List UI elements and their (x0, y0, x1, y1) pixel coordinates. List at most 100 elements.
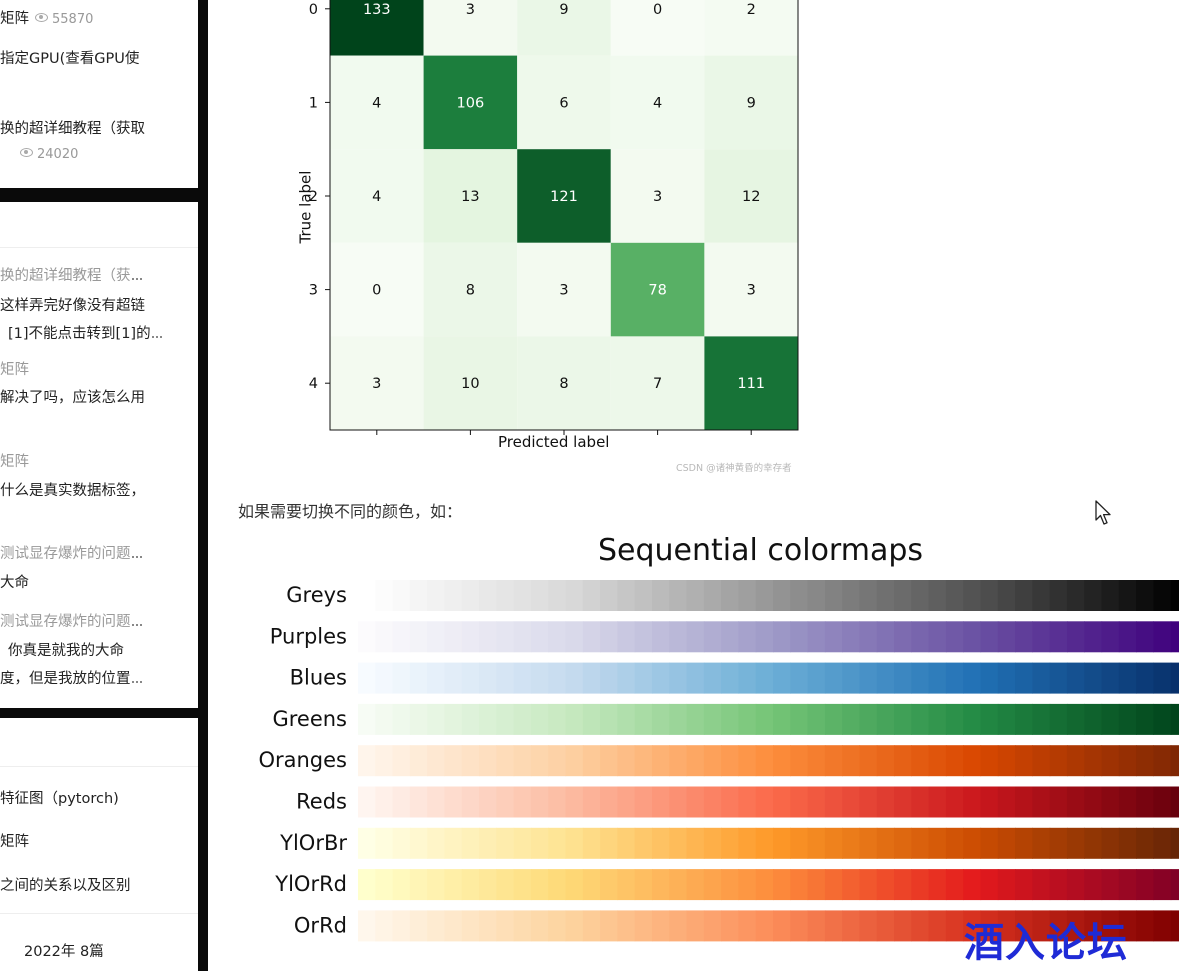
cm-cell-value: 4 (372, 189, 381, 205)
cm-cell (610, 336, 705, 430)
cm-cell-value: 78 (648, 283, 666, 299)
cm-cell (517, 149, 611, 243)
comment-article-link[interactable]: 矩阵 (0, 362, 29, 378)
colormap-label: Blues (290, 666, 347, 690)
cm-cell-value: 9 (747, 95, 756, 111)
cm-cell (610, 0, 705, 56)
colormap-bar (358, 786, 1179, 818)
cm-cell-value: 3 (466, 2, 475, 18)
forum-logo: 酒入论坛 (964, 920, 1128, 966)
cm-cell (330, 55, 424, 150)
cm-cell-value: 111 (737, 376, 765, 392)
colormap-bar (358, 745, 1179, 777)
comment-text: 什么是真实数据标签， (0, 483, 145, 499)
cm-cell (423, 336, 518, 430)
comment-text: 解决了吗，应该怎么用 (0, 390, 145, 406)
divider (0, 766, 198, 767)
divider (0, 247, 198, 248)
eye-icon (35, 13, 48, 22)
cm-cell (610, 242, 705, 337)
confusion-matrix-plot: 133 3 9 0 24 106 6 4 94 13 121 3 120 8 3 78 33 10 8 7 111012… (309, 0, 799, 435)
article-link[interactable]: 之间的关系以及区别 (0, 878, 131, 894)
cm-cell-value: 106 (457, 95, 485, 111)
colormap-label: Greens (272, 707, 347, 731)
eye-icon (20, 148, 33, 157)
colormap-bar (358, 827, 1179, 859)
colormap-label: YlOrBr (279, 831, 347, 855)
y-tick-label: 3 (309, 283, 318, 299)
mouse-cursor-icon (1095, 500, 1113, 530)
article-link[interactable]: 特征图（pytorch) (0, 791, 119, 807)
cm-cell-value: 3 (372, 376, 381, 392)
cm-cell (423, 242, 518, 337)
cm-cell-value: 3 (559, 283, 568, 299)
cm-cell-value: 133 (363, 2, 391, 18)
article-link[interactable]: 换的超详细教程（获取 (0, 121, 145, 137)
article-link[interactable]: 矩阵 55870 (0, 11, 94, 27)
comment-text: 这样弄完好像没有超链 (0, 298, 145, 314)
csdn-watermark: CSDN @诸神黄昏的幸存者 (676, 463, 792, 474)
sidebar: 矩阵 55870 指定GPU(查看GPU使 换的超详细教程（获取 24020 换的… (0, 0, 208, 971)
paragraph-text: 如果需要切换不同的颜色，如： (238, 502, 463, 521)
archive-link[interactable]: 2022年 8篇 (24, 944, 104, 960)
y-tick-label: 0 (309, 2, 318, 18)
cm-cell (423, 0, 518, 56)
cm-cell (517, 55, 611, 150)
cm-cell-value: 8 (466, 283, 475, 299)
cm-cell (330, 149, 424, 243)
cm-cell (704, 242, 798, 337)
cm-cell-value: 4 (372, 95, 381, 111)
cm-cell-value: 4 (653, 95, 662, 111)
comment-article-link[interactable]: 测试显存爆炸的问题 (0, 610, 142, 631)
cm-cell (517, 0, 611, 56)
cm-cell (704, 149, 798, 243)
colormap-bar (358, 662, 1179, 694)
recommended-articles-card: 特征图（pytorch) 矩阵 之间的关系以及区别 2022年 8篇 (0, 718, 198, 971)
cm-cell-value: 9 (559, 2, 568, 18)
cm-cell-value: 13 (461, 189, 479, 205)
cm-cell (610, 55, 705, 150)
colormap-label: Reds (296, 790, 347, 814)
cm-cell-value: 10 (461, 376, 479, 392)
y-tick-label: 2 (309, 189, 318, 205)
cm-cell-value: 7 (653, 376, 662, 392)
cm-cell-value: 0 (653, 2, 662, 18)
article-views: 24020 (14, 146, 78, 162)
cm-cell-value: 12 (742, 189, 760, 205)
cm-cell-value: 3 (747, 283, 756, 299)
comment-article-link[interactable]: 测试显存爆炸的问题 (0, 542, 142, 563)
cm-cell-value: 0 (372, 283, 381, 299)
cm-cell (423, 55, 518, 150)
colormap-label: Oranges (258, 748, 347, 772)
cm-cell-value: 6 (559, 95, 568, 111)
y-tick-label: 4 (309, 376, 318, 392)
comment-text: [1]不能点击转到[1]的 (8, 322, 162, 343)
colormap-label: OrRd (294, 913, 347, 937)
article-link[interactable]: 矩阵 (0, 834, 29, 850)
recent-comments-card: 换的超详细教程（获 这样弄完好像没有超链 [1]不能点击转到[1]的 矩阵 解决… (0, 202, 198, 708)
colormap-bar (358, 621, 1179, 653)
cm-cell (704, 336, 798, 430)
colormaps-figure: Greys Purples Blues Greens Oranges Reds YlOrBr… (258, 580, 1179, 942)
cm-cell (704, 0, 798, 56)
cm-cell (610, 149, 705, 243)
cm-cell (517, 336, 611, 430)
cm-cell (330, 0, 424, 56)
article-link[interactable]: 指定GPU(查看GPU使 (0, 51, 140, 67)
hot-articles-card: 矩阵 55870 指定GPU(查看GPU使 换的超详细教程（获取 24020 (0, 0, 198, 188)
cm-cell-value: 8 (559, 376, 568, 392)
comment-article-link[interactable]: 换的超详细教程（获 (0, 264, 142, 285)
colormap-bar (358, 580, 1179, 611)
colormap-label: Greys (286, 583, 347, 607)
comment-text: 你真是就我的大命 (8, 643, 124, 659)
cm-cell (330, 336, 424, 430)
colormap-bar (358, 703, 1179, 735)
cm-cell (704, 55, 798, 150)
cm-cell-value: 121 (550, 189, 578, 205)
colormap-bar (358, 910, 1179, 942)
cm-cell (423, 149, 518, 243)
divider (0, 913, 198, 914)
comment-article-link[interactable]: 矩阵 (0, 454, 29, 470)
article-content: 133 3 9 0 2 4 106 6 4 9 4 13 121 3 12 0 8 3 78 3 3 10 8 7 111 0 1 2… (208, 0, 1179, 971)
comment-text: 大命 (0, 575, 29, 591)
